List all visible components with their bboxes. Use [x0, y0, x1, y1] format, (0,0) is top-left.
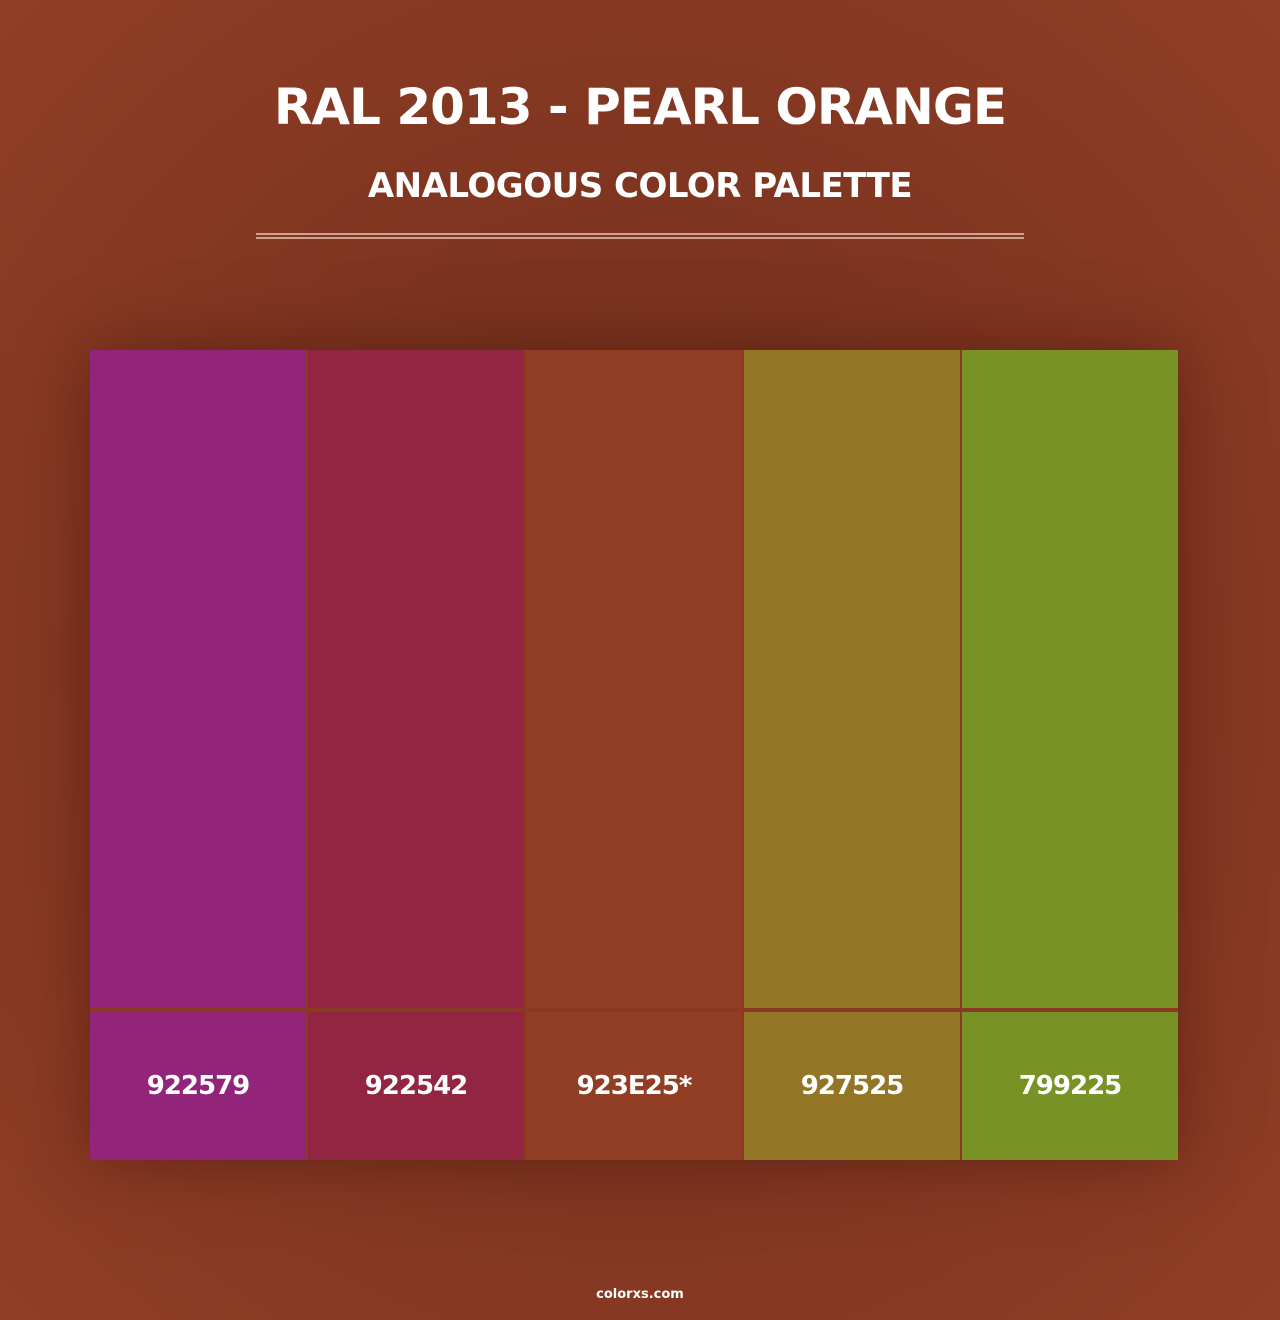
swatch-label: 922542 [308, 1012, 524, 1160]
swatch-column[interactable]: 927525 [744, 350, 960, 1160]
swatch-label: 923E25* [526, 1012, 742, 1160]
swatch-column[interactable]: 922579 [90, 350, 306, 1160]
swatch-label: 799225 [962, 1012, 1178, 1160]
divider [256, 233, 1024, 235]
color-swatch[interactable] [962, 350, 1178, 1008]
page-title: RAL 2013 - PEARL ORANGE [273, 78, 1007, 136]
color-swatch[interactable] [308, 350, 524, 1008]
divider [256, 237, 1024, 239]
swatch-column[interactable]: 923E25* [526, 350, 742, 1160]
swatch-column[interactable]: 799225 [962, 350, 1178, 1160]
swatch-column[interactable]: 922542 [308, 350, 524, 1160]
color-swatch[interactable] [744, 350, 960, 1008]
color-swatch[interactable] [90, 350, 306, 1008]
page-subtitle: ANALOGOUS COLOR PALETTE [367, 166, 913, 206]
swatch-label: 922579 [90, 1012, 306, 1160]
palette: 922579 922542 923E25* 927525 799225 [90, 350, 1178, 1160]
swatch-label: 927525 [744, 1012, 960, 1160]
color-swatch[interactable] [526, 350, 742, 1008]
footer-site-link[interactable]: colorxs.com [596, 1287, 684, 1302]
